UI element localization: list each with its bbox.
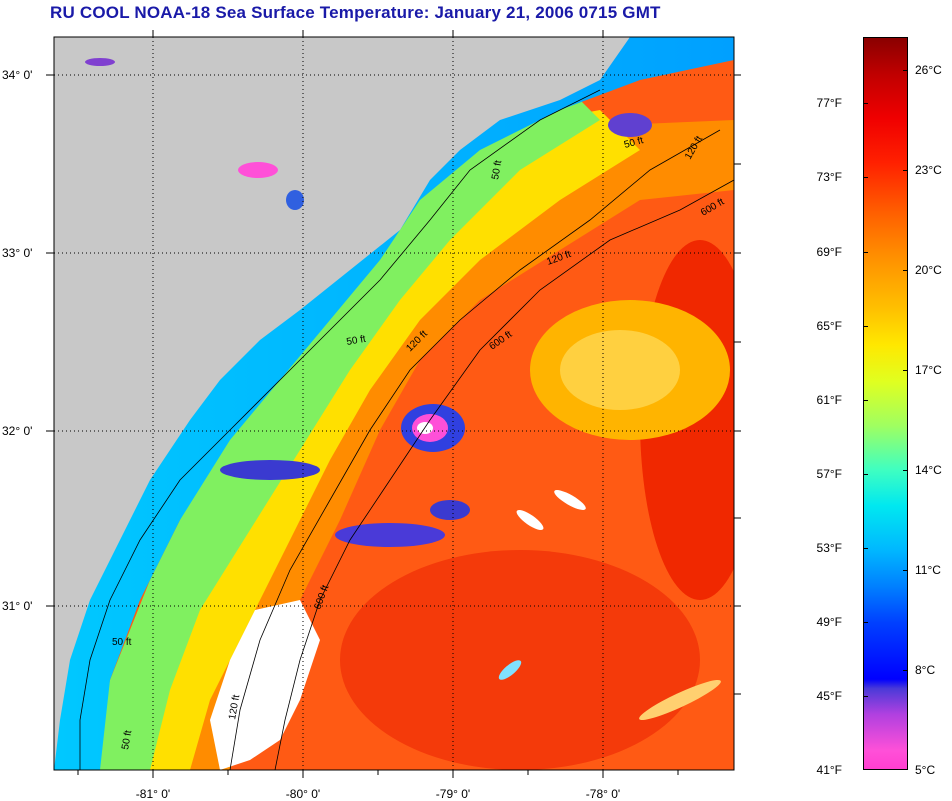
- eddy-yellow-inner: [560, 330, 680, 410]
- colorbar-f-tick: [863, 474, 868, 475]
- shelf-green-band: [90, 80, 600, 770]
- colorbar-c-label: 20°C: [915, 263, 942, 277]
- axis-ticks: [46, 30, 741, 778]
- lake-blob-3: [85, 58, 115, 66]
- contour-600ft: [274, 179, 734, 770]
- colorbar-c-label: 17°C: [915, 363, 942, 377]
- lon-label-80: -80° 0': [285, 787, 321, 801]
- contour-label: 120 ft: [227, 694, 242, 721]
- cold-filament-3: [430, 500, 470, 520]
- colorbar-f-label: 53°F: [816, 541, 842, 555]
- colorbar-c-tick: [903, 70, 908, 71]
- graticule: [54, 37, 734, 770]
- colorbar-c-tick: [903, 570, 908, 571]
- colorbar-c-label: 11°C: [915, 563, 941, 577]
- colorbar-c-tick: [903, 370, 908, 371]
- colorbar-f-tick: [863, 622, 868, 623]
- colorbar-f-label: 69°F: [816, 245, 842, 259]
- lon-label-81: -81° 0': [135, 787, 171, 801]
- cold-filament-2: [335, 523, 445, 547]
- cloud-streak-3: [498, 660, 522, 680]
- contour-label: 50 ft: [490, 159, 504, 180]
- map-title: RU COOL NOAA-18 Sea Surface Temperature:…: [50, 3, 661, 22]
- shelf-yellow-band: [110, 110, 640, 770]
- contour-label: 50 ft: [120, 729, 134, 750]
- land-mass: [54, 37, 630, 770]
- lon-label-79: -79° 0': [435, 787, 471, 801]
- colorbar-f-tick: [863, 177, 868, 178]
- colorbar-f-tick: [863, 103, 868, 104]
- colorbar-c-tick: [903, 470, 908, 471]
- colorbar-f-label: 41°F: [816, 763, 842, 777]
- contour-label: 50 ft: [346, 334, 367, 348]
- lake-blob-2: [286, 190, 304, 210]
- contour-50ft: [79, 89, 601, 770]
- lat-label-34: 34° 0': [2, 68, 33, 82]
- colorbar-f-tick: [863, 548, 868, 549]
- colorbar-c-label: 5°C: [915, 763, 936, 777]
- colorbar-f-tick: [863, 252, 868, 253]
- lat-label-33: 33° 0': [2, 246, 33, 260]
- colorbar-f-label: 45°F: [816, 689, 842, 703]
- colorbar-f-label: 61°F: [816, 393, 842, 407]
- colorbar-f-label: 73°F: [816, 170, 842, 184]
- map-frame: [53, 36, 735, 771]
- cold-filament-1: [220, 460, 320, 480]
- colorbar-f-label: 77°F: [816, 96, 842, 110]
- colorbar-c-label: 23°C: [915, 163, 942, 177]
- colorbar-c-label: 26°C: [915, 63, 942, 77]
- lat-label-32: 32° 0': [2, 424, 33, 438]
- lon-label-78: -78° 0': [585, 787, 621, 801]
- contour-label: 50 ft: [112, 637, 132, 648]
- colorbar-f-label: 49°F: [816, 615, 842, 629]
- lake-blob-1: [238, 162, 278, 178]
- colorbar-c-tick: [903, 170, 908, 171]
- cloud-patch-south: [210, 600, 320, 770]
- colorbar-f-label: 57°F: [816, 467, 842, 481]
- cold-patch-north: [608, 113, 652, 137]
- colorbar-f-tick: [863, 400, 868, 401]
- warm-core-south: [340, 550, 700, 770]
- cloud-streak-1: [516, 509, 544, 531]
- colorbar-f-tick: [863, 696, 868, 697]
- colorbar-f-label: 65°F: [816, 319, 842, 333]
- contour-120ft: [229, 129, 721, 770]
- lat-label-31: 31° 0': [2, 599, 33, 613]
- cloud-streak-2: [554, 490, 586, 510]
- colorbar-c-tick: [903, 270, 908, 271]
- temperature-colorbar: [863, 37, 908, 770]
- contour-label: 50 ft: [623, 135, 645, 151]
- colorbar-f-tick: [863, 326, 868, 327]
- colorbar-c-label: 8°C: [915, 663, 936, 677]
- cloud-streak-4: [639, 679, 721, 721]
- colorbar-c-tick: [903, 670, 908, 671]
- colorbar-c-label: 14°C: [915, 463, 942, 477]
